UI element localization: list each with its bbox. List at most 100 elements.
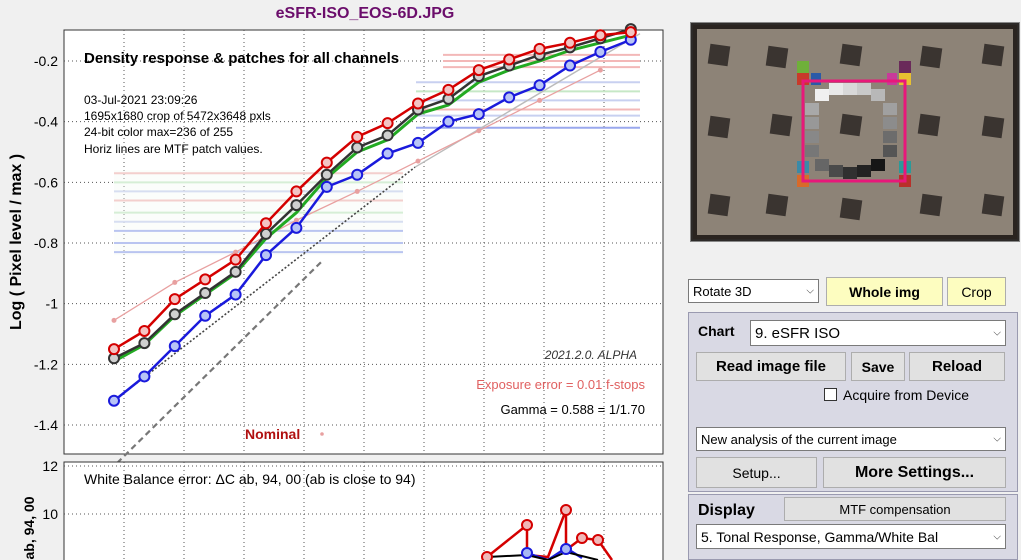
series-point (594, 45, 607, 58)
wb-line-black (486, 550, 599, 560)
density-chart: -1.4 -1.2 -1 -0.8 -0.6 -0.4 -0.2 Density respo… (8, 23, 664, 560)
series-point (381, 147, 394, 160)
series-point (594, 29, 607, 42)
display-select[interactable]: 5. Tonal Response, Gamma/White Bal ⌵ (696, 524, 1006, 549)
color-patches (797, 61, 911, 187)
series-point (503, 53, 516, 66)
analysis-select[interactable]: New analysis of the current image ⌵ (696, 427, 1006, 451)
series-point (564, 59, 576, 72)
mtf-compensation-button[interactable]: MTF compensation (784, 497, 1006, 521)
series-point (229, 288, 242, 301)
y-tick-label: -0.6 (34, 174, 58, 190)
info-line-mtf: Horiz lines are MTF patch values. (84, 142, 263, 156)
chart-select[interactable]: 9. eSFR ISO ⌵ (750, 320, 1006, 346)
series-point (138, 370, 151, 383)
series-point (138, 337, 151, 350)
series-point (260, 217, 272, 230)
nominal-point (476, 128, 482, 134)
series-point (229, 265, 242, 278)
wb-point (576, 532, 588, 544)
info-line-date: 03-Jul-2021 23:09:26 (84, 93, 198, 107)
analysis-select-value: New analysis of the current image (701, 431, 897, 447)
wb-grid (64, 462, 663, 560)
series-point (442, 115, 455, 128)
read-image-button[interactable]: Read image file (696, 352, 846, 381)
series-point (290, 185, 303, 198)
gamma-label: Gamma = 0.588 = 1/1.70 (500, 402, 645, 417)
exposure-error-label: Exposure error = 0.01 f-stops (476, 377, 645, 392)
series-point (168, 340, 181, 353)
slanted-edge-squares (707, 43, 1005, 221)
acquire-label: Acquire from Device (843, 387, 970, 403)
rotate-select[interactable]: Rotate 3D ⌵ (688, 279, 819, 303)
wb-point (560, 543, 572, 555)
crop-button[interactable]: Crop (947, 277, 1006, 306)
chart-select-value: 9. eSFR ISO (755, 324, 841, 342)
chart-thumbnail[interactable] (690, 22, 1020, 242)
chevron-down-icon: ⌵ (993, 433, 1001, 445)
series-point (108, 394, 120, 407)
series-point (442, 83, 455, 96)
mtf-patch-band (114, 170, 403, 256)
rotate-select-value: Rotate 3D (693, 283, 752, 299)
series-point (199, 287, 212, 300)
save-button[interactable]: Save (851, 352, 905, 381)
nominal-point (597, 67, 603, 73)
series-point (199, 309, 212, 322)
wb-point (481, 551, 493, 560)
series-point (199, 273, 212, 286)
y-tick-label: -1.4 (34, 417, 58, 433)
series-point (290, 221, 303, 234)
mtf-patch-lines (114, 53, 640, 256)
wb-y-tick-label: 10 (42, 506, 58, 522)
file-title: eSFR-ISO_EOS-6D.JPG (275, 5, 455, 22)
series-point (533, 79, 546, 92)
info-line-crop: 1695x1680 crop of 5472x3648 pxls (84, 109, 271, 123)
nominal-point (172, 279, 178, 285)
setup-button[interactable]: Setup... (696, 457, 817, 488)
series-point (472, 108, 485, 121)
wb-title: White Balance error: ΔC ab, 94, 00 (ab i… (84, 471, 416, 487)
wb-y-ticks: 10 12 (42, 458, 58, 522)
wb-point (521, 547, 533, 559)
series-point (381, 117, 394, 130)
series-point (229, 253, 242, 266)
gamma-fit-dotted-line (113, 166, 416, 402)
nominal-label: Nominal (245, 426, 300, 442)
series-point (533, 42, 546, 55)
nominal-point (415, 158, 421, 164)
wb-point (592, 534, 604, 546)
whole-img-button[interactable]: Whole img (826, 277, 943, 306)
wb-point (560, 504, 572, 516)
series-point (320, 180, 333, 193)
density-y-ticks: -1.4 -1.2 -1 -0.8 -0.6 -0.4 -0.2 (34, 53, 58, 433)
reload-button[interactable]: Reload (909, 352, 1005, 381)
series-point (108, 343, 120, 356)
series-point (260, 227, 272, 240)
density-y-label: Log ( Pixel level / max ) (8, 154, 25, 330)
wb-y-tick-label: 12 (42, 458, 58, 474)
more-settings-button[interactable]: More Settings... (823, 457, 1006, 488)
crop-roi-box[interactable] (801, 79, 907, 183)
series-point (472, 64, 485, 77)
chevron-down-icon: ⌵ (993, 327, 1001, 339)
acquire-checkbox[interactable] (824, 388, 837, 401)
series-point (320, 156, 333, 169)
series-point (138, 324, 151, 337)
nominal-point (233, 249, 239, 255)
series-line (113, 38, 632, 402)
series-point (412, 136, 424, 149)
series-point (168, 308, 181, 321)
wb-point (521, 519, 533, 531)
version-label: 2021.2.0. ALPHA (544, 348, 637, 362)
nominal-point (537, 97, 543, 103)
y-tick-label: -0.8 (34, 235, 58, 251)
series-point (412, 97, 424, 110)
series-point (320, 168, 333, 181)
wb-y-label: ΔC ab, 94, 00 (21, 496, 37, 560)
display-label: Display (698, 502, 755, 519)
series-point (260, 249, 272, 262)
esfr-chart-image (693, 25, 1017, 239)
series-point (624, 26, 637, 39)
